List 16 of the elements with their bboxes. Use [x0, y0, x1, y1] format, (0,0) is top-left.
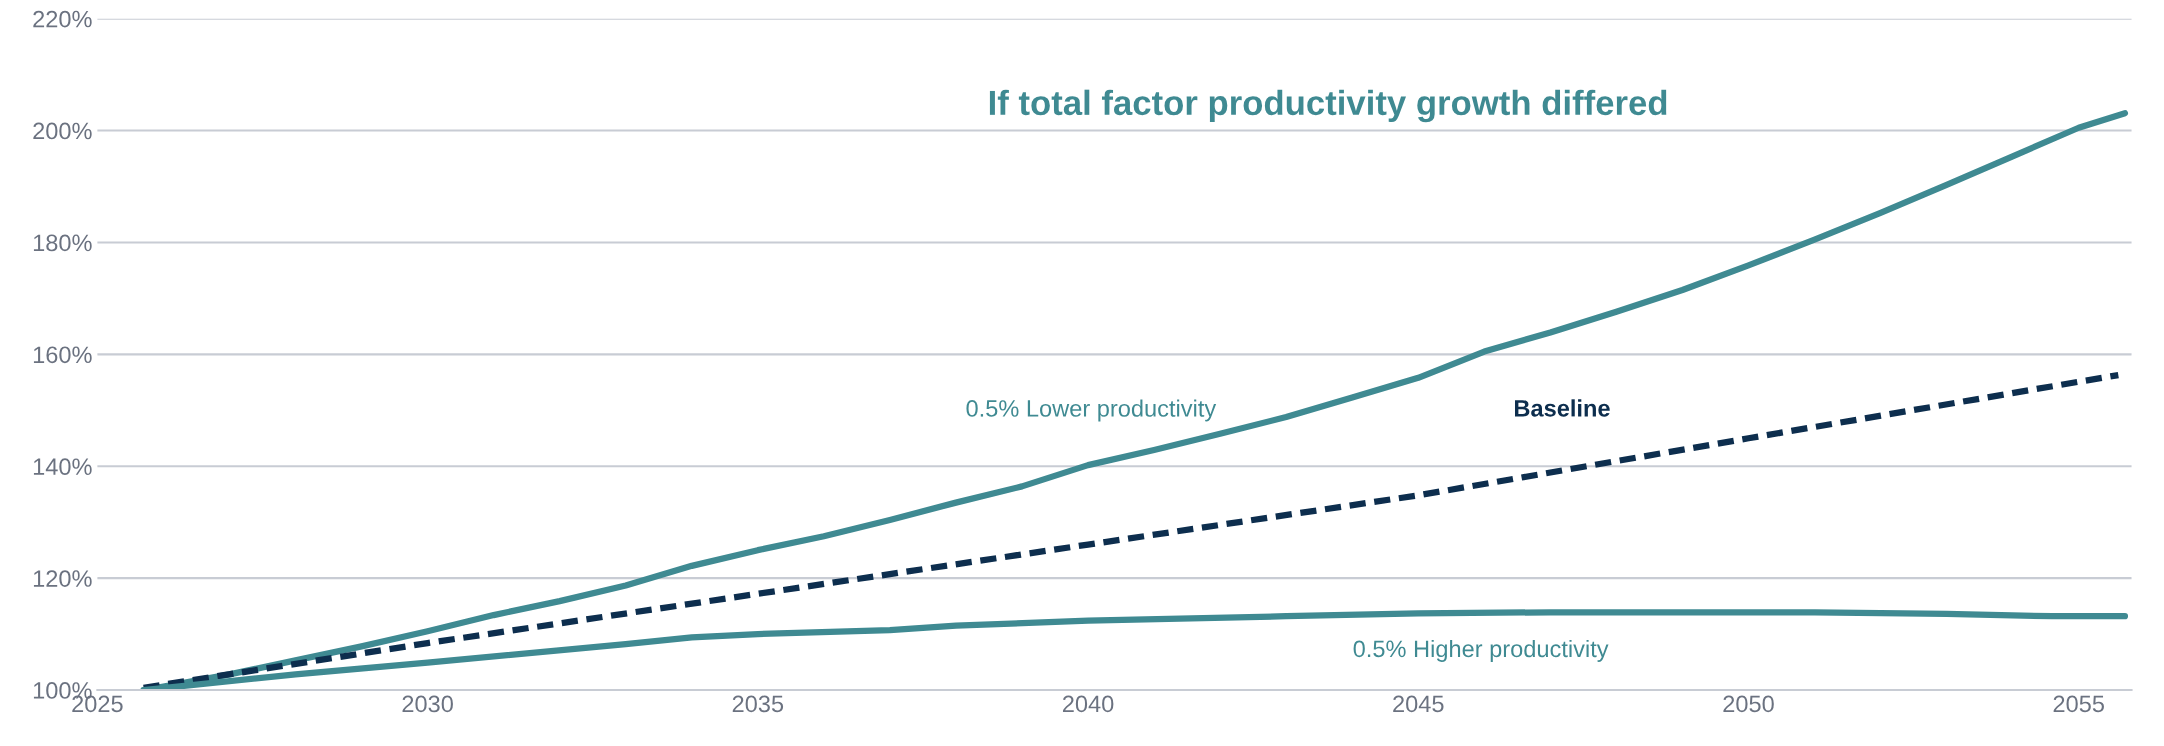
x-tick-label: 2035	[732, 695, 784, 713]
x-tick-label: 2040	[1062, 695, 1114, 713]
y-tick-label: 120%	[33, 570, 92, 587]
y-tick-label: 200%	[33, 122, 92, 140]
x-tick-label: 2055	[2053, 695, 2104, 713]
x-tick-label: 2030	[402, 695, 453, 713]
series-label: 0.5% Lower productivity	[966, 399, 1217, 422]
y-tick-label: 160%	[33, 346, 92, 364]
series-label: Baseline	[1515, 399, 1610, 417]
series-label: 0.5% Higher productivity	[1353, 639, 1609, 662]
y-tick-label: 180%	[33, 234, 92, 252]
x-tick-label: 2050	[1723, 695, 1774, 713]
text: If total factor productivity growth differed	[989, 89, 1667, 123]
y-tick-label: 220%	[33, 10, 92, 28]
y-tick-label: 140%	[33, 458, 92, 476]
x-tick-label: 2045	[1393, 695, 1444, 713]
